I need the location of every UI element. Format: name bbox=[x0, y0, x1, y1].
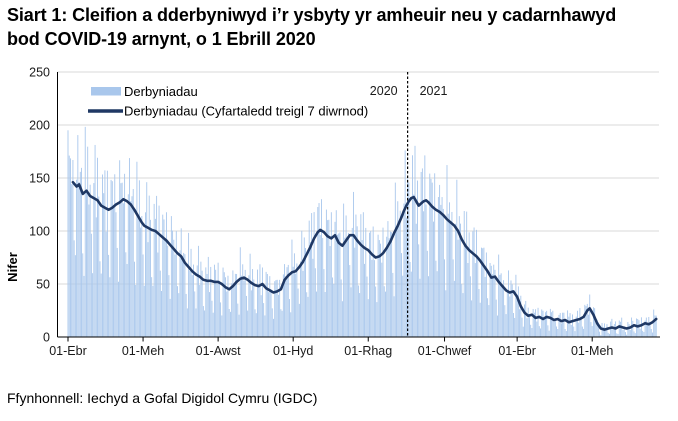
svg-text:01-Meh: 01-Meh bbox=[122, 344, 164, 358]
svg-text:200: 200 bbox=[29, 119, 50, 133]
svg-text:50: 50 bbox=[36, 278, 50, 292]
page-title: Siart 1: Cleifion a dderbyniwyd i’r ysby… bbox=[7, 5, 617, 50]
rolling-average-line bbox=[71, 180, 658, 331]
legend-bar-label: Derbyniadau bbox=[124, 84, 198, 99]
svg-text:01-Chwef: 01-Chwef bbox=[418, 344, 472, 358]
svg-text:01-Hyd: 01-Hyd bbox=[273, 344, 313, 358]
svg-text:100: 100 bbox=[29, 225, 50, 239]
svg-text:01-Meh: 01-Meh bbox=[571, 344, 613, 358]
legend-line-label: Derbyniadau (Cyfartaledd treigl 7 diwrno… bbox=[124, 104, 368, 119]
svg-text:150: 150 bbox=[29, 172, 50, 186]
gridlines bbox=[57, 71, 659, 285]
svg-text:2020: 2020 bbox=[370, 84, 398, 98]
svg-text:01-Ebr: 01-Ebr bbox=[498, 344, 536, 358]
svg-text:2021: 2021 bbox=[420, 84, 448, 98]
svg-text:250: 250 bbox=[29, 66, 50, 80]
svg-text:01-Ebr: 01-Ebr bbox=[49, 344, 87, 358]
covid-admissions-chart: 0 50 100 150 200 250 01-Ebr 01-Meh 01-Awst 01-Hyd… bbox=[29, 66, 660, 358]
svg-text:01-Awst: 01-Awst bbox=[196, 344, 241, 358]
chart-area: Nifer 0 50 100 150 200 250 01-Ebr 01-Meh 01-Awst… bbox=[0, 62, 678, 362]
y-tick-labels: 0 50 100 150 200 250 bbox=[29, 66, 50, 345]
source-note: Ffynhonnell: Iechyd a Gofal Digidol Cymr… bbox=[7, 390, 318, 406]
x-tick-labels: 01-Ebr 01-Meh 01-Awst 01-Hyd 01-Rhag 01-Chwef… bbox=[49, 337, 613, 358]
bars-series bbox=[67, 126, 657, 338]
svg-text:01-Rhag: 01-Rhag bbox=[344, 344, 392, 358]
y-axis-title: Nifer bbox=[5, 252, 20, 282]
year-labels: 2020 2021 bbox=[370, 84, 448, 98]
legend: Derbyniadau Derbyniadau (Cyfartaledd trei… bbox=[88, 84, 368, 119]
svg-text:0: 0 bbox=[43, 331, 50, 345]
legend-bar-swatch bbox=[91, 87, 121, 96]
axes bbox=[57, 72, 660, 338]
